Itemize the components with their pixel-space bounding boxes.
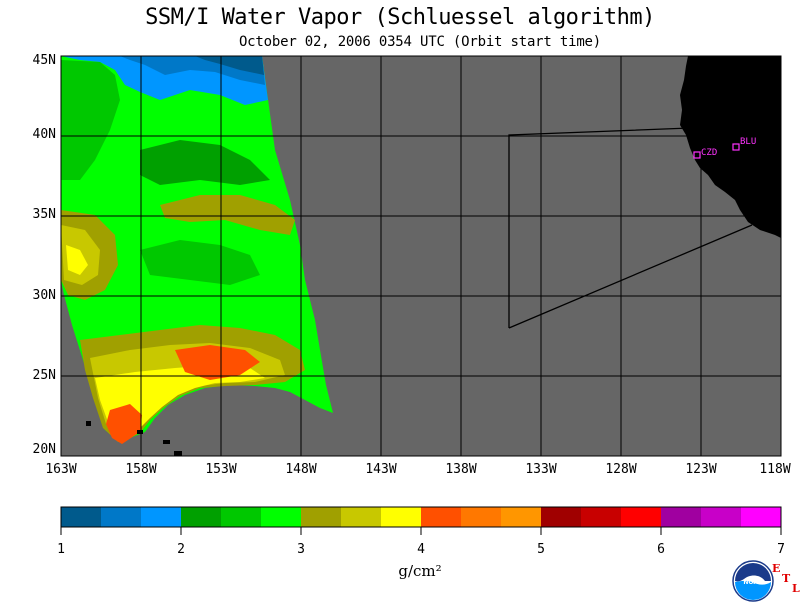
etl-logo-e: E	[772, 562, 781, 575]
svg-text:NOAA: NOAA	[743, 579, 763, 586]
lon-label-163w: 163W	[45, 462, 77, 477]
colorbar-tick-label-5: 5	[537, 542, 545, 557]
lat-label-30n: 30N	[32, 288, 56, 303]
lat-label-20n: 20N	[32, 442, 56, 457]
lon-label-158w: 158W	[125, 462, 157, 477]
colorbar-segment	[141, 507, 182, 527]
swath-dark-blue-region	[195, 56, 264, 75]
colorbar-tick-label-6: 6	[657, 542, 665, 557]
colorbar-segment	[181, 507, 222, 527]
island-kauai	[86, 421, 91, 426]
california-coast	[680, 56, 781, 238]
colorbar-segment	[61, 507, 102, 527]
colorbar-segment	[701, 507, 742, 527]
colorbar-segment	[621, 507, 662, 527]
station-markers	[693, 143, 740, 159]
colorbar-segment	[581, 507, 622, 527]
colorbar-ticks	[60, 527, 782, 535]
colorbar-tick-label-2: 2	[177, 542, 185, 557]
noaa-logo: NOAA	[732, 560, 774, 602]
etl-logo-t: T	[782, 572, 791, 585]
colorbar	[61, 507, 782, 527]
colorbar-tick-label-4: 4	[417, 542, 425, 557]
lat-lon-grid	[61, 56, 781, 456]
island-oahu	[137, 430, 143, 434]
colorbar-segment	[541, 507, 582, 527]
colorbar-segment	[741, 507, 782, 527]
colorbar-segment	[421, 507, 462, 527]
colorbar-segment	[341, 507, 382, 527]
colorbar-segment	[221, 507, 262, 527]
swath-green-patch-south	[140, 240, 260, 285]
lon-label-148w: 148W	[285, 462, 317, 477]
lon-label-133w: 133W	[525, 462, 557, 477]
colorbar-segment	[381, 507, 422, 527]
swath-yellow-west	[66, 245, 88, 275]
colorbar-segment	[101, 507, 142, 527]
station-label-blu: BLU	[740, 137, 757, 147]
island-maui	[163, 440, 170, 444]
swath-dark-green-patch	[140, 140, 270, 185]
lat-label-40n: 40N	[32, 127, 56, 142]
colorbar-segment	[461, 507, 502, 527]
lon-label-123w: 123W	[685, 462, 717, 477]
island-hawaii	[174, 451, 182, 456]
plot-frame	[60, 55, 782, 457]
colorbar-tick-label-7: 7	[777, 542, 785, 557]
lon-label-153w: 153W	[205, 462, 237, 477]
lat-label-25n: 25N	[32, 368, 56, 383]
map-subtitle: October 02, 2006 0354 UTC (Orbit start t…	[238, 34, 602, 50]
hawaii-islands	[86, 421, 182, 456]
domain-boundary-lower	[508, 224, 753, 329]
colorbar-tick-label-3: 3	[297, 542, 305, 557]
colorbar-segment	[661, 507, 702, 527]
colorbar-tick-label-1: 1	[57, 542, 65, 557]
lon-label-128w: 128W	[605, 462, 637, 477]
colorbar-units: g/cm²	[398, 562, 442, 580]
map-title: SSM/I Water Vapor (Schluessel algorithm)	[145, 5, 655, 30]
swath-orange-patch-center	[175, 345, 260, 380]
water-vapor-swath	[61, 56, 333, 444]
swath-orange-patch-southwest	[106, 404, 142, 444]
colorbar-segment	[301, 507, 342, 527]
colorbar-segment	[261, 507, 302, 527]
station-label-czd: CZD	[701, 148, 718, 158]
lon-label-118w: 118W	[759, 462, 791, 477]
station-marker-blu	[732, 143, 740, 151]
swath-green-patch-north	[61, 60, 120, 180]
etl-logo-l: L	[792, 582, 800, 595]
lat-label-35n: 35N	[32, 207, 56, 222]
lon-label-138w: 138W	[445, 462, 477, 477]
lat-label-45n: 45N	[32, 53, 56, 68]
domain-boundary-upper	[508, 127, 691, 328]
station-marker-czd	[693, 151, 701, 159]
lon-label-143w: 143W	[365, 462, 397, 477]
swath-olive-band	[160, 195, 295, 235]
colorbar-segment	[501, 507, 542, 527]
